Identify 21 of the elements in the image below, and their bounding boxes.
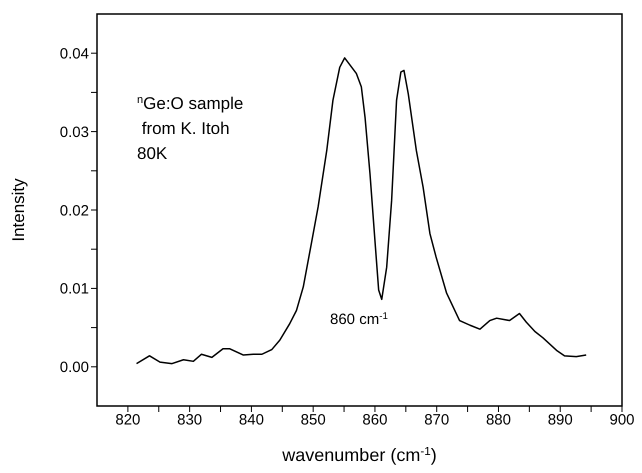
- y-tick-label: 0.02: [60, 202, 89, 220]
- y-axis-title: Intensity: [9, 178, 28, 242]
- annotation: from K. Itoh: [137, 119, 230, 138]
- x-tick-label: 830: [177, 412, 202, 429]
- annotation: 860 cm$^{-1}$: [330, 310, 388, 328]
- x-tick-label: 860: [362, 412, 388, 429]
- x-tick-label: 850: [300, 412, 326, 429]
- x-tick-label: 890: [548, 412, 573, 429]
- y-tick-label: 0.03: [60, 124, 89, 141]
- x-tick-label: 880: [486, 412, 511, 429]
- y-tick-label: 0.00: [60, 359, 89, 376]
- line-series: [136, 57, 587, 364]
- x-tick-label: 840: [238, 412, 264, 429]
- annotation: $^{n}$Ge:O sample: [137, 94, 244, 113]
- y-tick-label: 0.01: [60, 280, 89, 298]
- annotation: 80K: [137, 144, 168, 163]
- x-tick-label: 870: [424, 412, 450, 429]
- x-tick-label: 900: [609, 412, 635, 429]
- x-tick-label: 820: [115, 412, 140, 429]
- x-axis-title: wavenumber (cm$^{-1}$): [281, 444, 437, 465]
- y-tick-label: 0.04: [60, 46, 89, 63]
